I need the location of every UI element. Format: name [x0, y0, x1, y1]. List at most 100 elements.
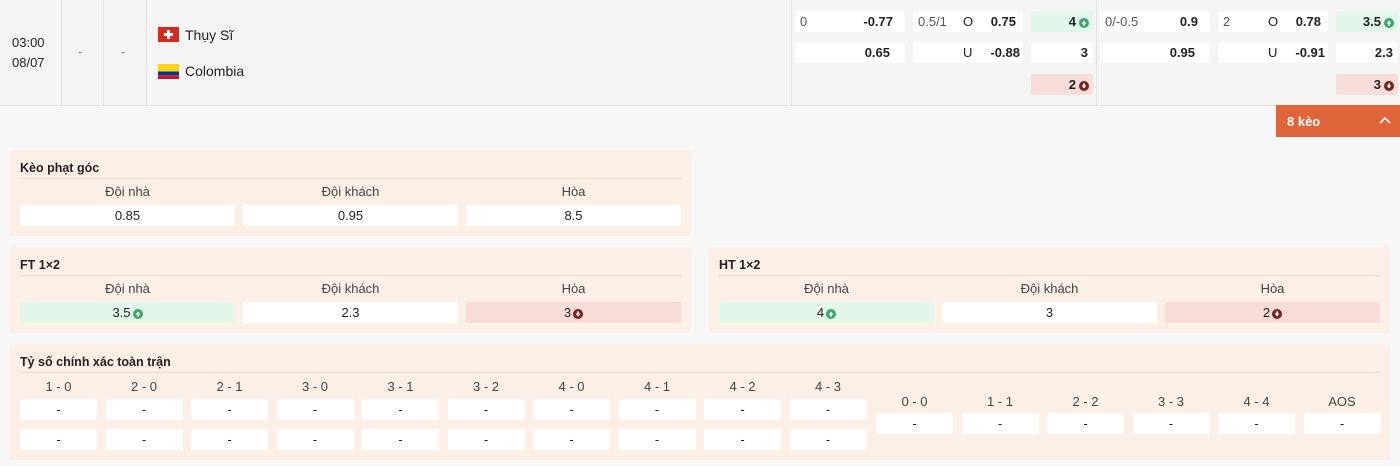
odds-value: 0.85 — [114, 208, 141, 223]
panel-title: FT 1×2 — [20, 258, 60, 272]
odds-cell: 3 — [1031, 42, 1093, 63]
odds-value: - — [654, 402, 660, 417]
odds-value: - — [1083, 416, 1088, 431]
odds-value: - — [56, 402, 61, 417]
trend-icon — [1384, 74, 1394, 95]
odds-value: 3 — [1045, 305, 1054, 320]
odds-value: - — [569, 402, 574, 417]
odds-cell: - — [1132, 413, 1210, 434]
odds-cell: - — [191, 429, 268, 450]
odds-cell: U -0.91 — [1218, 42, 1328, 63]
separator — [146, 0, 147, 105]
odds-value: - — [141, 432, 147, 447]
divider — [20, 275, 681, 276]
score-label: 3 - 1 — [387, 379, 414, 394]
column-header: Đội khách — [321, 184, 380, 199]
odds-cell: - — [876, 413, 953, 434]
odds-cell: - — [276, 399, 354, 420]
ht-score: - — [121, 44, 126, 59]
odds-cell: - — [105, 399, 183, 420]
odds-cell: - — [961, 413, 1039, 434]
ou-label: U — [963, 45, 973, 60]
odds-cell: - — [362, 399, 439, 420]
panel: FT 1×2 Đội nhà 3.5 Đội khách 2.3 Hòa 3 — [10, 247, 691, 333]
column-header: Hòa — [1260, 281, 1285, 296]
odds-cell: 3.5 — [20, 302, 235, 323]
divider — [20, 372, 1380, 373]
odds-value: 2 — [1068, 77, 1076, 92]
more-odds-label: 8 kèo — [1287, 114, 1321, 129]
odds-cell: - — [704, 399, 781, 420]
odds-value: - — [56, 432, 61, 447]
odds-cell: - — [618, 429, 696, 450]
score-label: AOS — [1328, 394, 1356, 409]
separator — [1096, 0, 1097, 105]
odds-value: - — [312, 432, 318, 447]
panel: Kèo phạt góc Đội nhà 0.85 Đội khách 0.95 Hòa 8… — [10, 150, 691, 236]
odds-cell: 3.5 — [1336, 11, 1398, 32]
odds-value: - — [483, 402, 489, 417]
odds-cell: 3 — [466, 302, 681, 323]
odds-cell: - — [276, 429, 354, 450]
odds-value: - — [1168, 416, 1174, 431]
odds-cell: 4 — [1031, 11, 1093, 32]
odds-cell: - — [20, 429, 97, 450]
odds-value: 3.5 — [1362, 14, 1381, 29]
odds-cell: 4 — [719, 302, 934, 323]
trend-icon — [1079, 11, 1089, 32]
odds-cell: 3 — [1336, 74, 1398, 95]
trend-icon — [1079, 74, 1089, 95]
odds-value: - — [312, 402, 318, 417]
odds-cell: 0.95 — [1100, 42, 1210, 63]
odds-cell: - — [105, 429, 183, 450]
odds-value: -0.91 — [1295, 45, 1325, 60]
odds-value: 0.78 — [1295, 14, 1321, 29]
line: 0.5/1 — [918, 14, 947, 29]
odds-value: - — [569, 432, 574, 447]
score-label: 3 - 3 — [1157, 394, 1184, 409]
odds-value: 3 — [1373, 77, 1381, 92]
odds-cell: 2 — [1165, 302, 1380, 323]
separator — [61, 0, 62, 105]
column-header: Đội khách — [321, 281, 380, 296]
flag-switzerland — [158, 27, 179, 42]
trend-icon — [1384, 11, 1394, 32]
score-label: 1 - 1 — [986, 394, 1013, 409]
trend-icon — [1272, 305, 1283, 320]
odds-value: 0.65 — [864, 45, 890, 60]
score-label: 3 - 2 — [472, 379, 499, 394]
odds-value: - — [227, 432, 232, 447]
more-odds-button[interactable]: 8 kèo — [1276, 105, 1400, 137]
odds-cell: 0.5/1 O 0.75 — [913, 11, 1023, 32]
column-header: Đội nhà — [105, 281, 150, 296]
flag-colombia — [158, 64, 179, 79]
odds-value: - — [1339, 416, 1345, 431]
odds-cell: 3 — [942, 302, 1157, 323]
odds-cell: 0 -0.77 — [795, 11, 905, 32]
score-label: 0 - 0 — [901, 394, 928, 409]
divider — [20, 178, 681, 179]
odds-value: 3 — [563, 305, 572, 320]
odds-cell: - — [447, 399, 525, 420]
ou-label: U — [1268, 45, 1278, 60]
column-header: Đội nhà — [105, 184, 150, 199]
trend-icon — [826, 305, 837, 320]
score-label: 4 - 1 — [643, 379, 670, 394]
odds-cell: 2 O 0.78 — [1218, 11, 1328, 32]
panel-title: HT 1×2 — [719, 258, 761, 272]
odds-cell: 2 — [1031, 74, 1093, 95]
separator — [791, 0, 792, 105]
score-label: 1 - 0 — [45, 379, 72, 394]
odds-cell: 8.5 — [466, 205, 681, 226]
odds-value: - — [398, 402, 403, 417]
divider — [719, 275, 1380, 276]
odds-cell: - — [20, 399, 97, 420]
odds-value: - — [912, 416, 917, 431]
odds-cell: - — [618, 399, 696, 420]
odds-value: - — [398, 432, 403, 447]
odds-value: -0.77 — [863, 14, 893, 29]
odds-cell: - — [533, 429, 610, 450]
column-header: Hòa — [561, 184, 586, 199]
odds-cell: 0/-0.5 0.9 — [1100, 11, 1210, 32]
ft-score: - — [78, 44, 83, 59]
